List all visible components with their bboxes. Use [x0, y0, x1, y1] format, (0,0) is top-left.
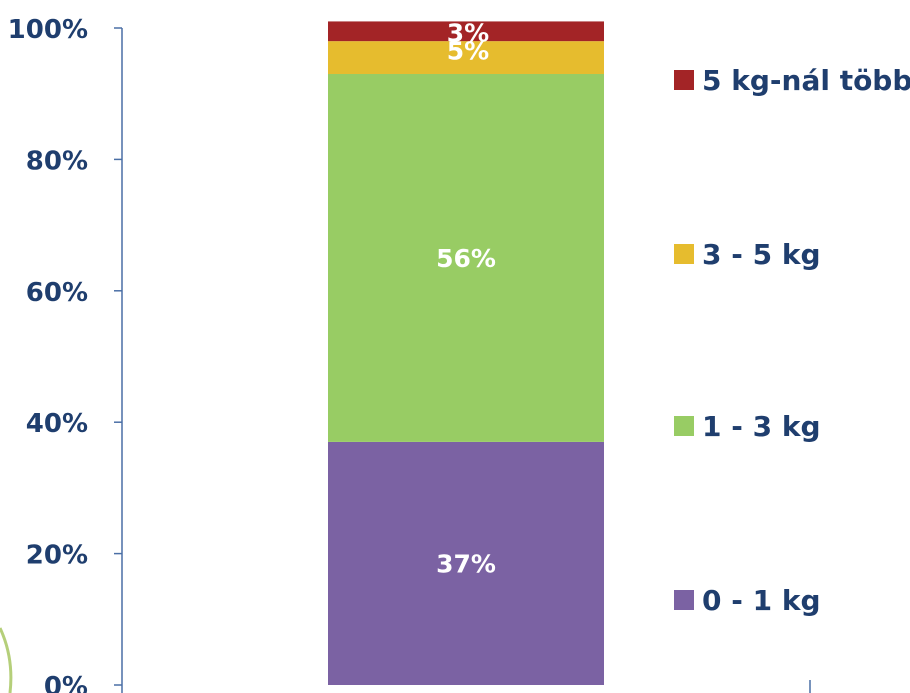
y-tick-label-3: 60% [26, 278, 88, 308]
y-tick-label-2: 40% [26, 409, 88, 439]
bar-segment-4 [328, 21, 604, 42]
legend-swatch-4 [674, 590, 694, 610]
bar-segment-1 [328, 441, 604, 685]
legend: 5 kg-nál több 3 - 5 kg 1 - 3 kg 0 - 1 kg [674, 64, 910, 617]
data-labels: 37% 56% 5%3% [436, 18, 496, 578]
legend-swatch-3 [674, 416, 694, 436]
legend-label-2: 3 - 5 kg [702, 238, 821, 271]
y-tick-label-4: 80% [26, 146, 88, 176]
data-label-3: 5% [447, 37, 489, 66]
legend-label-4: 0 - 1 kg [702, 584, 821, 617]
legend-label-1: 5 kg-nál több [702, 64, 910, 97]
legend-swatch-2 [674, 244, 694, 264]
y-tick-label-0: 0% [44, 672, 88, 693]
axes: 0% 20% 40% 60% 80% 100% [8, 15, 811, 693]
data-label-1: 37% [436, 549, 496, 578]
data-label-2: 56% [436, 244, 496, 273]
bar-segment-3 [328, 41, 604, 74]
data-label-4: 3% [447, 18, 489, 47]
decorative-curve [0, 627, 13, 693]
bar-segments [328, 21, 604, 685]
legend-label-3: 1 - 3 kg [702, 410, 821, 443]
y-tick-label-1: 20% [26, 541, 88, 571]
y-tick-label-5: 100% [8, 15, 88, 45]
legend-swatch-1 [674, 70, 694, 90]
bar-segment-2 [328, 73, 604, 442]
